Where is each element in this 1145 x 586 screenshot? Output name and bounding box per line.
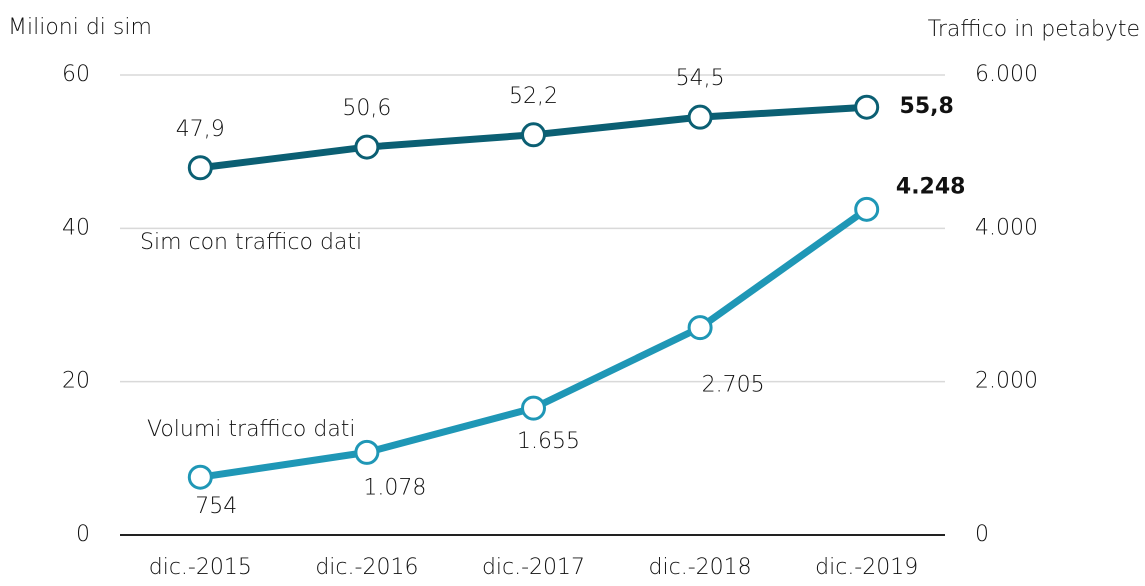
point-marker <box>687 315 713 341</box>
point-marker <box>521 395 546 421</box>
point-marker <box>187 155 213 181</box>
y-tick-label: 40 <box>62 215 90 240</box>
y2-tick-label: 0 <box>975 522 989 547</box>
y-tick-label: 0 <box>76 522 90 547</box>
x-tick-label: dic.-2018 <box>649 555 752 580</box>
x-tick-label: dic.-2017 <box>482 555 585 580</box>
y-tick-label: 60 <box>62 62 90 87</box>
x-tick-label: dic.-2016 <box>315 555 418 580</box>
data-label: 54,5 <box>676 66 725 91</box>
data-label: 47,9 <box>176 117 225 142</box>
point-marker <box>687 104 713 130</box>
data-label: 2.705 <box>702 373 765 398</box>
data-label: 1.078 <box>363 475 426 500</box>
data-label: 754 <box>195 494 237 519</box>
y-axis-title: Milioni di sim <box>8 15 152 40</box>
data-label: 52,2 <box>509 84 558 109</box>
y-tick-label: 20 <box>62 369 90 394</box>
y2-tick-label: 4.000 <box>975 215 1038 240</box>
data-label: 55,8 <box>900 94 954 119</box>
point-marker <box>521 122 546 148</box>
series-label: Sim con traffico dati <box>140 230 362 255</box>
data-label: 1.655 <box>517 429 580 454</box>
y2-tick-label: 2.000 <box>975 369 1038 394</box>
y2-axis-title: Traffico in petabyte <box>928 17 1140 42</box>
series-label: Volumi traffico dati <box>147 417 356 442</box>
data-label: 4.248 <box>896 174 966 199</box>
y2-tick-label: 6.000 <box>975 62 1038 87</box>
point-marker <box>854 196 880 222</box>
point-marker <box>354 134 380 160</box>
point-marker <box>187 464 213 490</box>
point-marker <box>354 439 380 465</box>
data-label: 50,6 <box>342 96 391 121</box>
x-tick-label: dic.-2019 <box>815 555 918 580</box>
point-marker <box>854 94 880 120</box>
x-tick-label: dic.-2015 <box>149 555 252 580</box>
